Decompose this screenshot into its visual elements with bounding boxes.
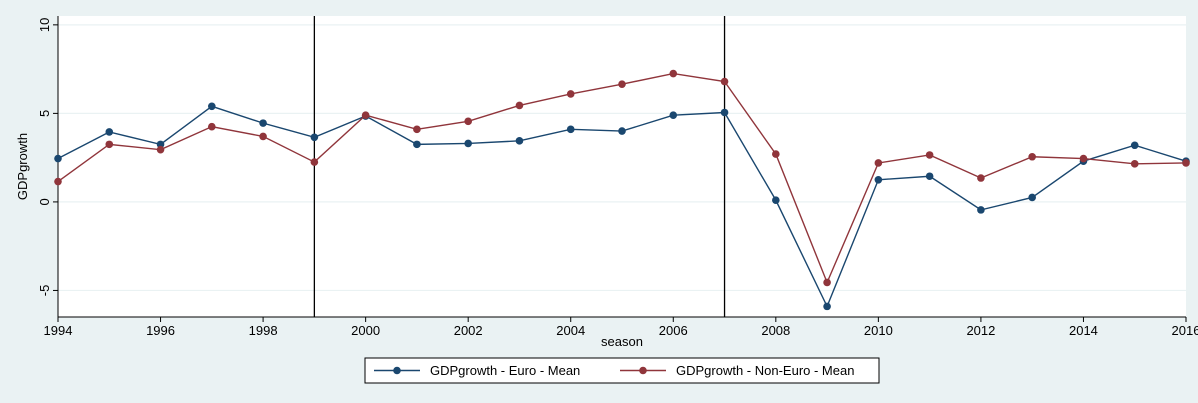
data-point (208, 122, 216, 131)
data-point (259, 132, 267, 141)
data-point (720, 108, 729, 117)
data-point (208, 102, 216, 111)
y-tick-label: 10 (37, 18, 52, 32)
axes (53, 16, 1187, 322)
data-point (1130, 141, 1139, 150)
x-tick-label: 2000 (351, 323, 380, 338)
data-point (823, 302, 831, 311)
legend-marker-non-euro (639, 366, 647, 375)
data-point (669, 111, 678, 119)
data-point (259, 119, 267, 127)
data-point (156, 145, 165, 154)
data-point (874, 175, 883, 184)
y-tick-label: 5 (37, 110, 52, 117)
data-point (54, 154, 62, 163)
x-tick-label: 2010 (864, 323, 893, 338)
data-point (464, 139, 472, 148)
data-point (1028, 152, 1036, 161)
legend: GDPgrowth - Euro - Mean GDPgrowth - Non-… (364, 357, 880, 384)
data-point (618, 127, 626, 135)
data-point (1028, 193, 1036, 202)
data-point (1182, 159, 1190, 167)
x-tick-label: 1994 (44, 323, 73, 338)
y-axis-title: GDPgrowth (15, 133, 30, 200)
data-point (310, 133, 319, 142)
data-point (874, 159, 883, 167)
data-point (105, 140, 114, 149)
y-tick-label: -5 (37, 285, 52, 297)
x-tick-label: 2002 (454, 323, 483, 338)
x-axis-title: season (601, 334, 643, 349)
data-point (925, 151, 934, 159)
x-tick-label: 1998 (249, 323, 278, 338)
data-point (515, 101, 524, 110)
data-point (361, 111, 370, 119)
x-tick-label: 2016 (1172, 323, 1198, 338)
data-point (566, 125, 575, 134)
data-point (618, 80, 626, 88)
data-point (977, 174, 985, 182)
tick-labels: -5 0 5 10 1994 1996 1998 2000 2002 2004 2006 2008 20… (37, 18, 1198, 338)
data-point (54, 177, 62, 186)
x-tick-label: 2014 (1069, 323, 1098, 338)
legend-marker-euro (393, 366, 401, 375)
data-point (566, 90, 575, 98)
data-point (720, 77, 729, 86)
data-point (105, 128, 114, 136)
reference-lines (313, 16, 726, 317)
data-point (413, 140, 421, 149)
y-tick-label: 0 (37, 198, 52, 205)
x-tick-label: 2012 (966, 323, 995, 338)
data-point (156, 140, 165, 149)
x-tick-label: 1996 (146, 323, 175, 338)
series-1 (54, 69, 1190, 287)
legend-label-euro: GDPgrowth - Euro - Mean (430, 363, 580, 378)
data-point (823, 278, 831, 287)
data-point (1079, 154, 1088, 163)
data-point (515, 137, 524, 145)
data-point (413, 125, 421, 134)
grid-lines (58, 24, 1186, 292)
data-point (669, 69, 678, 78)
data-point (310, 158, 319, 166)
data-point (1130, 160, 1139, 168)
legend-label-non-euro: GDPgrowth - Non-Euro - Mean (676, 363, 854, 378)
x-tick-label: 2004 (556, 323, 585, 338)
x-tick-label: 2008 (761, 323, 790, 338)
data-point (464, 117, 472, 126)
data-point (925, 172, 934, 181)
data-point (772, 196, 780, 204)
series (54, 69, 1190, 311)
data-point (977, 206, 985, 214)
plot-area (58, 16, 1186, 317)
data-point (772, 150, 780, 158)
x-tick-label: 2006 (659, 323, 688, 338)
